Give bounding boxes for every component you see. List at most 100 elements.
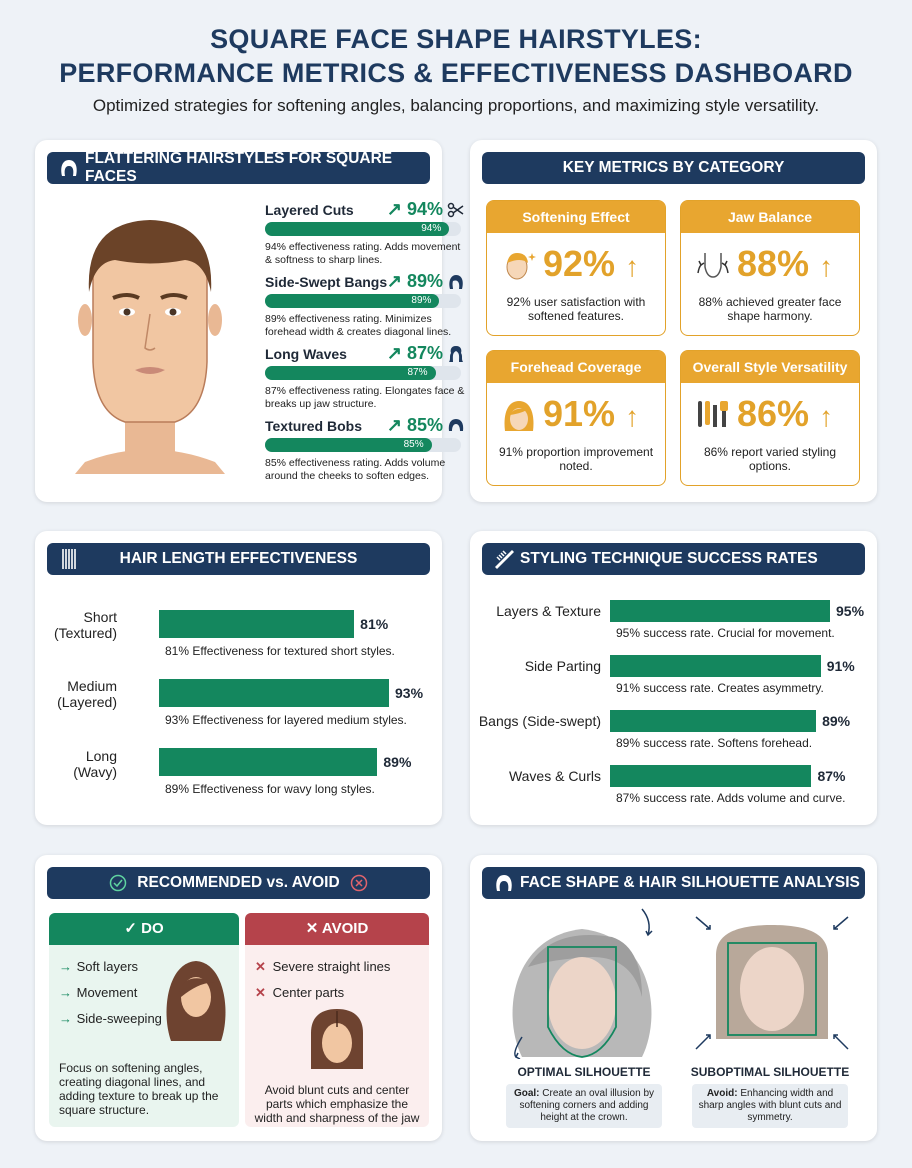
avoid-item-label: Center parts [272,985,345,1000]
style-description: 85% effectiveness rating. Adds volume ar… [265,457,446,482]
flattering-card-title: FLATTERING HAIRSTYLES FOR SQUARE FACES [85,150,393,185]
check-circle-icon [110,874,127,892]
wavy-hair-icon [449,346,463,362]
effectiveness-bar: 85% [265,438,461,452]
optimal-note-text: Create an oval illusion by softening cor… [519,1088,655,1123]
arrow-right-icon: → [59,1011,72,1026]
length-desc-short: 81% Effectiveness for textured short sty… [165,644,395,658]
technique-label: Layers & Texture [496,603,601,619]
recommend-title: RECOMMENDED vs. AVOID [137,874,340,891]
sparkle-face-icon [506,253,536,280]
style-percent: ↗ 85% [386,415,443,435]
do-item-label: Movement [76,985,138,1000]
square-face-illustration [75,220,225,474]
metric-jaw-balance: Jaw Balance 88% ↑ 88% achieved greater f… [680,200,860,336]
optimal-note-bold: Goal: [513,1088,540,1099]
hair-length-title: HAIR LENGTH EFFECTIVENESS [119,550,358,567]
length-bar-short [159,610,355,638]
metric-value: 88% ↑ [737,243,833,285]
up-arrow-icon: ↑ [819,251,834,282]
metric-forehead-coverage: Forehead Coverage 91% ↑ 91% proportion i… [486,350,666,486]
technique-value: 89% [822,713,851,729]
metric-softening-effect: Softening Effect 92% ↑ 92% user satisfac… [486,200,666,336]
hair-head-icon [61,160,77,176]
optimal-label: OPTIMAL SILHOUETTE [517,1065,651,1079]
length-label-line: Long [85,748,117,764]
style-name: Side-Swept Bangs [265,274,388,290]
technique-card: STYLING TECHNIQUE SUCCESS RATES Layers &… [470,531,877,825]
recommend-avoid-card: RECOMMENDED vs. AVOID ✓ DO → Soft layers… [35,855,442,1141]
suboptimal-silhouette-illustration [695,916,849,1050]
avoid-panel: ✕ AVOID ✕ Severe straight lines ✕ Center… [245,913,429,1127]
avoid-note: Avoid blunt cuts and center parts which … [254,1083,420,1127]
metric-number: 86% [737,393,810,434]
length-label-line: (Wavy) [73,764,117,780]
length-value-short: 81% [360,616,389,632]
key-metrics-header: KEY METRICS BY CATEGORY [482,152,865,184]
length-desc-medium: 93% Effectiveness for layered medium sty… [165,713,407,727]
technique-desc: 95% success rate. Crucial for movement. [616,626,835,640]
arrow-right-icon: → [59,959,72,974]
do-item: → Movement [59,985,137,1000]
style-name: Textured Bobs [265,418,362,434]
technique-value: 87% [817,768,846,784]
technique-title: STYLING TECHNIQUE SUCCESS RATES [520,550,818,567]
arrow-right-icon: → [59,985,72,1000]
metric-value: 92% ↑ [543,243,639,285]
page-subtitle: Optimized strategies for softening angle… [92,96,820,115]
optimal-note: Goal: Create an oval illusion by softeni… [506,1084,662,1128]
effectiveness-bar-fill: 87% [265,366,436,380]
technique-label: Bangs (Side-swept) [478,713,601,729]
key-metrics-title: KEY METRICS BY CATEGORY [562,159,785,176]
technique-desc: 89% success rate. Softens forehead. [616,736,813,750]
effectiveness-bar: 87% [265,366,461,380]
comb-icon [495,550,514,569]
length-label-line: Short [83,609,117,625]
jaw-arrows-icon [697,253,729,278]
up-arrow-icon: ↑ [625,251,640,282]
technique-value: 95% [836,603,865,619]
length-label-line: (Textured) [53,625,117,641]
style-percent: ↗ 87% [386,343,443,363]
key-metrics-card: KEY METRICS BY CATEGORY Softening Effect… [470,140,877,502]
suboptimal-note-text: Enhancing width and sharp angles with bl… [698,1088,842,1123]
title-line-1: SQUARE FACE SHAPE HAIRSTYLES: [210,24,702,54]
metric-description: 88% achieved greater face shape harmony. [698,295,842,323]
style-percent: ↗ 94% [386,199,443,219]
style-description: 89% effectiveness rating. Minimizes fore… [265,313,452,338]
wavy-hair-woman-illustration [166,961,226,1041]
technique-bar [610,655,821,677]
styling-tools-icon [698,401,728,427]
recommend-header: RECOMMENDED vs. AVOID [47,867,430,899]
technique-label: Side Parting [524,658,601,674]
technique-bar [610,765,812,787]
silhouette-title: FACE SHAPE & HAIR SILHOUETTE ANALYSIS [520,874,860,891]
technique-bar [610,600,830,622]
silhouette-card: FACE SHAPE & HAIR SILHOUETTE ANALYSIS OP… [470,855,877,1141]
do-item: → Side-sweeping [59,1011,162,1026]
length-label-line: Medium [67,678,117,694]
silhouette-header: FACE SHAPE & HAIR SILHOUETTE ANALYSIS [482,867,865,899]
do-note: Focus on softening angles, creating diag… [59,1061,219,1117]
metric-value: 86% ↑ [737,393,833,435]
style-name: Long Waves [265,346,347,362]
metric-number: 91% [543,393,616,434]
suboptimal-note: Avoid: Enhancing width and sharp angles … [692,1084,848,1128]
effectiveness-bar-fill: 89% [265,294,440,308]
length-label-long: Long (Wavy) [37,748,117,780]
metric-value: 91% ↑ [543,393,639,435]
title-line-2: PERFORMANCE METRICS & EFFECTIVENESS DASH… [59,58,853,88]
length-label-short: Short (Textured) [37,609,117,641]
technique-value: 91% [826,658,855,674]
length-bar-medium [159,679,389,707]
metric-title: Jaw Balance [681,201,859,233]
length-label-line: (Layered) [57,694,117,710]
length-value-long: 89% [383,754,412,770]
up-arrow-icon: ↑ [819,401,834,432]
metric-title: Overall Style Versatility [681,351,859,383]
technique-desc: 91% success rate. Creates asymmetry. [616,681,824,695]
hair-head-icon [496,875,512,891]
do-panel: ✓ DO → Soft layers → Movement → Side-swe… [49,913,239,1127]
metric-style-versatility: Overall Style Versatility 86% ↑ 86% repo… [680,350,860,486]
avoid-item: ✕ Severe straight lines [255,959,390,975]
